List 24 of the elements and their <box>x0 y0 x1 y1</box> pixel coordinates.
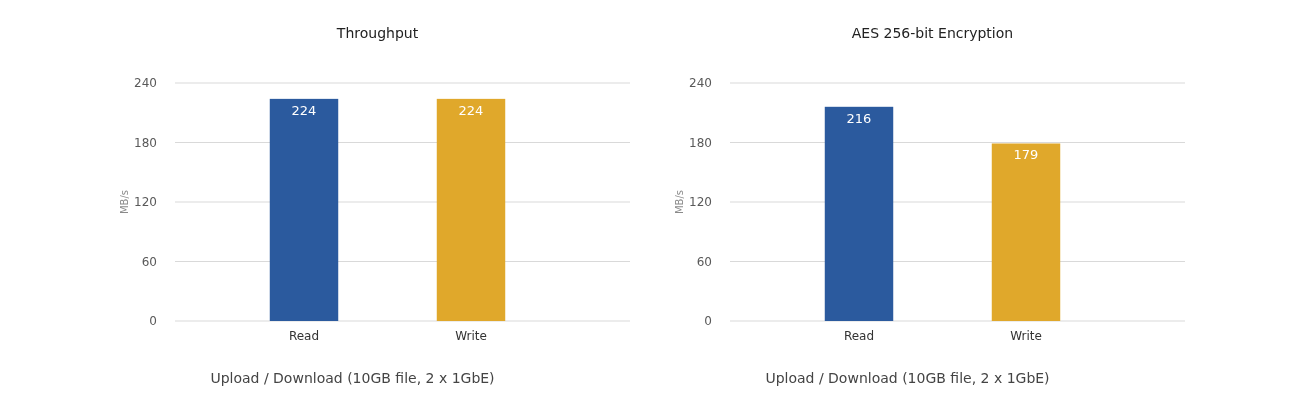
y-tick-label: 240 <box>689 76 712 90</box>
x-tick-label: Read <box>288 329 320 343</box>
text: Upload / Download (10GB file, 2 x 1GbE) <box>765 370 1050 386</box>
data-label: 179 <box>1013 147 1039 163</box>
y-tick-label: 240 <box>134 76 157 90</box>
text: Upload / Download (10GB file, 2 x 1GbE) <box>210 370 495 386</box>
y-tick-label: 120 <box>134 195 157 209</box>
y-tick-label: 180 <box>134 135 157 150</box>
data-label: 216 <box>846 110 872 126</box>
x-tick-label: Read <box>843 329 875 343</box>
y-axis-title: MB/s <box>119 189 130 215</box>
y-tick-label: 60 <box>696 254 712 269</box>
data-label: 224 <box>291 102 317 118</box>
x-tick-label: Write <box>455 329 487 343</box>
data-label: 224 <box>458 102 484 118</box>
y-axis-title: MB/s <box>674 189 685 215</box>
y-tick-label: 60 <box>141 254 157 269</box>
chart-title: AES 256-bit Encryption <box>851 25 1014 41</box>
y-tick-label: 0 <box>704 314 712 328</box>
chart-title: Throughput <box>335 25 419 41</box>
x-tick-label: Write <box>1010 329 1042 343</box>
y-tick-label: 180 <box>689 135 712 150</box>
y-tick-label: 0 <box>149 314 157 328</box>
y-tick-label: 120 <box>689 195 712 209</box>
